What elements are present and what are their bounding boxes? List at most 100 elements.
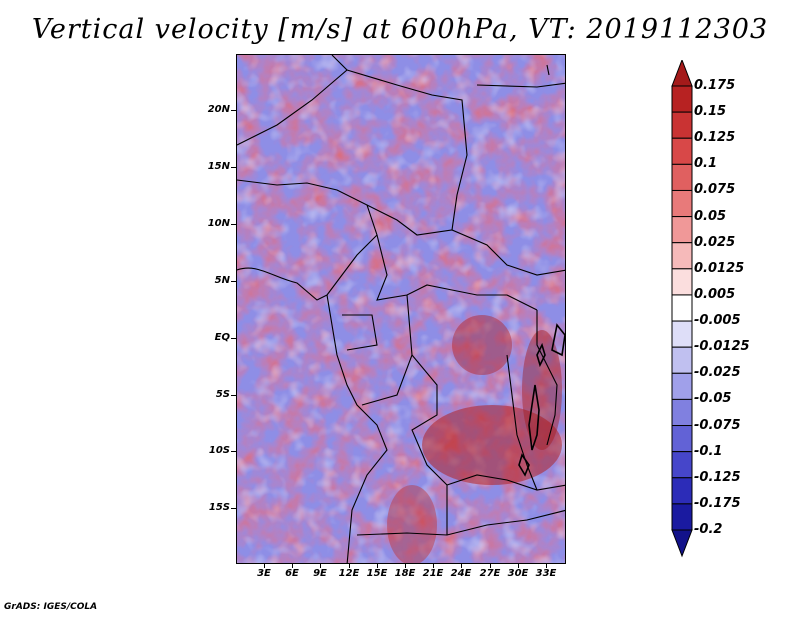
lon-tick: [433, 563, 434, 568]
lon-label: 15E: [366, 568, 388, 579]
colorbar-label: 0.125: [694, 130, 736, 146]
lat-label: 15S: [208, 502, 230, 513]
lat-label: 10N: [207, 218, 230, 229]
lat-label: 10S: [208, 445, 230, 456]
colorbar-segment: [671, 398, 693, 427]
colorbar-segment: [671, 294, 693, 322]
lon-label: 21E: [422, 568, 444, 579]
colorbar-segment: [671, 477, 693, 505]
lon-tick: [518, 563, 519, 568]
lakes: [518, 323, 565, 477]
colorbar-segment: [671, 320, 693, 348]
lake-kivu: [536, 342, 546, 368]
lake-mweru: [518, 453, 530, 477]
colorbar-label: -0.1: [694, 443, 723, 459]
lon-label: 6E: [285, 568, 299, 579]
map-title: Vertical velocity [m/s] at 600hPa, VT: 2…: [31, 14, 769, 45]
colorbar-segment: [671, 216, 693, 244]
colorbar-label: -0.125: [694, 469, 741, 485]
colorbar-label: 0.05: [694, 208, 727, 224]
lon-label: 12E: [338, 568, 360, 579]
border-gabon: [342, 314, 378, 351]
lat-label: 5S: [215, 389, 230, 400]
colorbar-segment: [671, 268, 693, 296]
ascent-region-south: [387, 485, 437, 563]
border-congo: [361, 294, 413, 406]
colorbar-label: 0.005: [694, 286, 736, 302]
colorbar-label: -0.005: [694, 313, 741, 329]
lon-label: 3E: [257, 568, 271, 579]
lat-tick: [231, 110, 236, 111]
lon-tick: [461, 563, 462, 568]
lat-label: 15N: [207, 161, 230, 172]
grads-credit: GrADS: IGES/COLA: [4, 602, 98, 612]
lat-label: 20N: [207, 104, 230, 115]
border-east: [536, 310, 558, 446]
colorbar-label: 0.1: [694, 156, 718, 172]
border-west-africa: [237, 179, 378, 296]
colorbar-label: -0.05: [694, 391, 732, 407]
lon-label: 18E: [394, 568, 416, 579]
colorbar-label: 0.0125: [694, 260, 745, 276]
colorbar-segment: [671, 111, 693, 139]
lon-label: 30E: [507, 568, 529, 579]
colorbar-label: -0.0125: [694, 339, 750, 355]
lat-tick: [231, 281, 236, 282]
border-rift: [506, 354, 538, 491]
colorbar-label: 0.15: [694, 104, 727, 120]
colorbar-segment: [671, 60, 693, 87]
lon-label: 33E: [535, 568, 557, 579]
coastline-west: [237, 267, 328, 301]
colorbar-segment: [671, 163, 693, 191]
lat-label: 5N: [214, 275, 230, 286]
colorbar-segment: [671, 529, 693, 558]
colorbar-segment: [671, 242, 693, 270]
colorbar-label: -0.025: [694, 365, 741, 381]
colorbar-segment: [671, 189, 693, 218]
field-highlights: [237, 55, 565, 563]
lon-tick: [349, 563, 350, 568]
colorbar-label: -0.175: [694, 495, 741, 511]
lon-label: 9E: [313, 568, 327, 579]
lon-tick: [292, 563, 293, 568]
lon-label: 27E: [479, 568, 501, 579]
ascent-region-lakes: [522, 330, 562, 450]
colorbar-label: 0.175: [694, 78, 736, 93]
colorbar-segment: [671, 372, 693, 400]
coastline-atlantic: [326, 294, 388, 563]
colorbar-segment: [671, 451, 693, 479]
lon-tick: [490, 563, 491, 568]
border-southern: [356, 509, 565, 536]
colorbar-segment: [671, 346, 693, 374]
border-drc-south: [446, 474, 565, 491]
lon-tick: [546, 563, 547, 568]
border-egypt: [476, 82, 565, 88]
lon-tick: [377, 563, 378, 568]
ascent-region-east: [452, 315, 512, 375]
lake-tanganyika: [528, 384, 540, 451]
border-north-2: [346, 69, 468, 231]
colorbar-segment: [671, 85, 693, 113]
colorbar-segment: [671, 503, 693, 531]
lat-tick: [231, 395, 236, 396]
velocity-field: [237, 55, 565, 563]
border-north-1: [237, 55, 348, 146]
lat-tick: [231, 167, 236, 168]
lat-label: EQ: [214, 332, 230, 343]
lat-tick: [231, 451, 236, 452]
colorbar: [671, 60, 693, 558]
border-central: [376, 234, 538, 311]
colorbar-label: 0.025: [694, 234, 736, 250]
border-ne: [546, 64, 550, 76]
lon-label: 24E: [450, 568, 472, 579]
country-borders: [237, 55, 565, 563]
colorbar-label: -0.075: [694, 417, 741, 433]
lat-tick: [231, 224, 236, 225]
lon-tick: [264, 563, 265, 568]
border-sahel: [366, 204, 565, 276]
lake-victoria: [551, 323, 565, 357]
lat-tick: [231, 508, 236, 509]
colorbar-segment: [671, 425, 693, 453]
lon-tick: [320, 563, 321, 568]
velocity-map: [236, 54, 566, 564]
